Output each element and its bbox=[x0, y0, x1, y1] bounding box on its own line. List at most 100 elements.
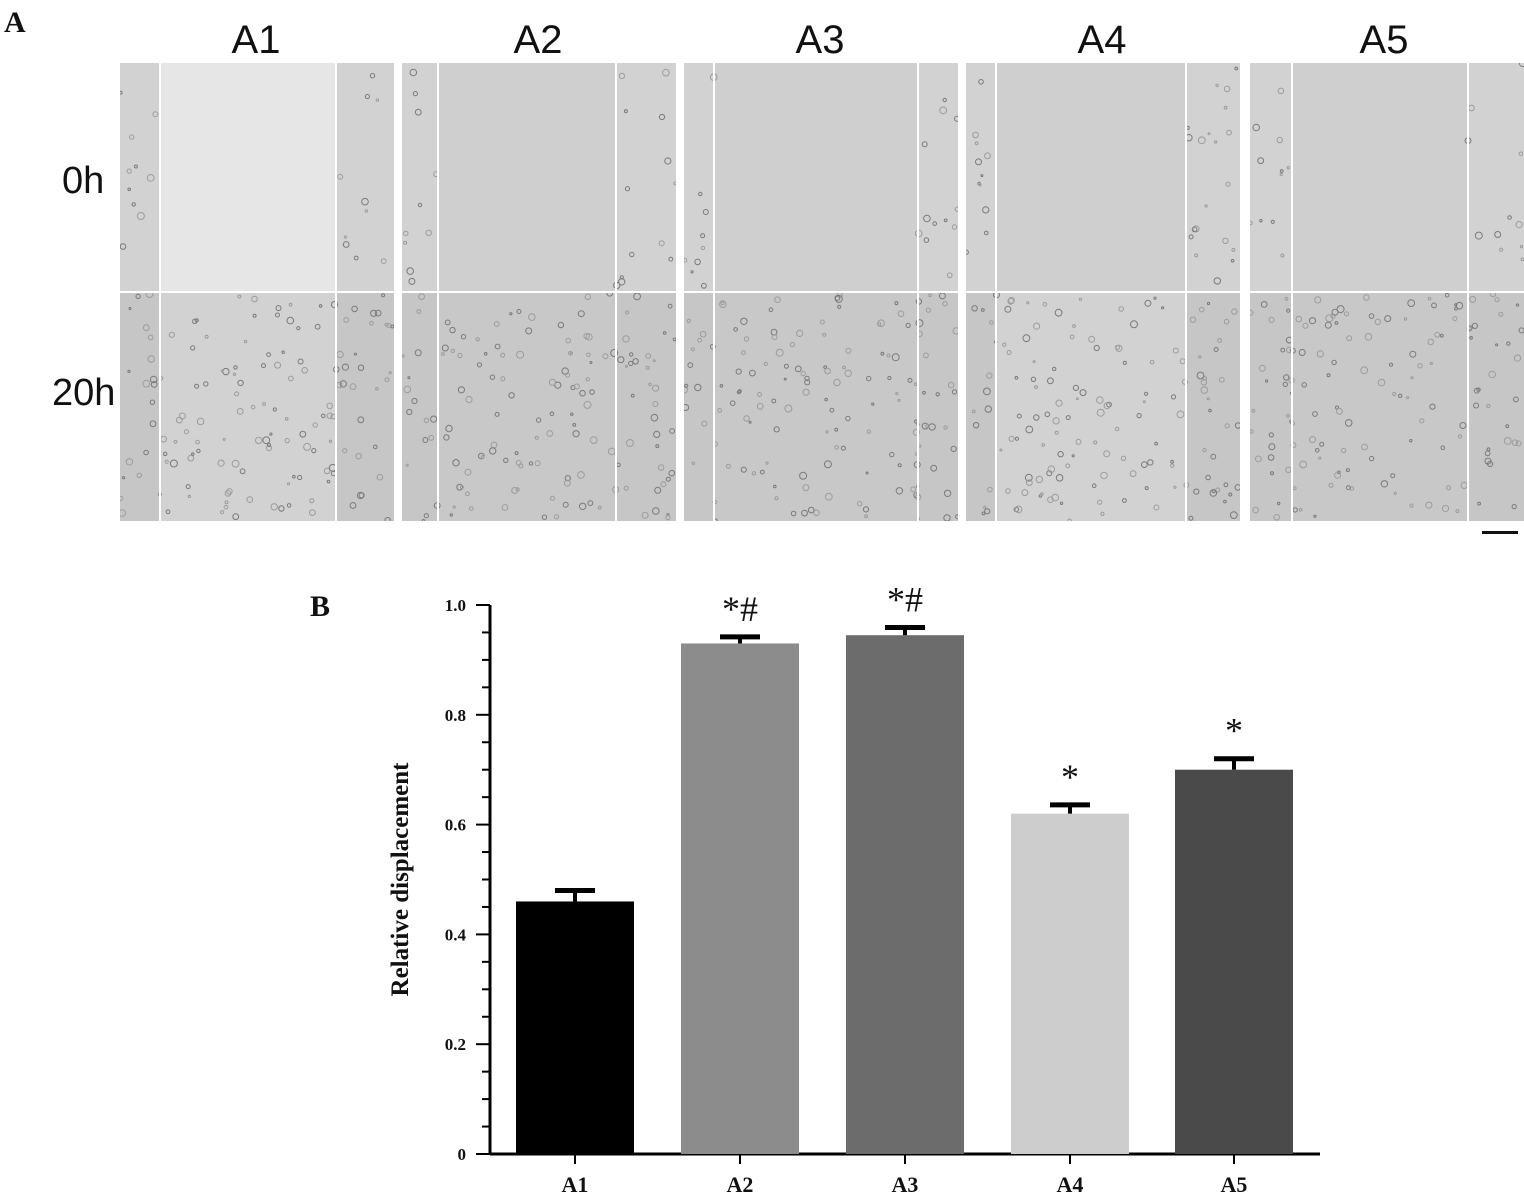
cell-speck bbox=[323, 467, 331, 475]
cell-speck bbox=[662, 331, 667, 335]
cell-speck bbox=[610, 349, 619, 357]
cell-speck bbox=[1002, 342, 1007, 347]
micrograph-a4-20h bbox=[966, 293, 1240, 521]
cell-speck bbox=[641, 511, 649, 519]
cell-speck bbox=[794, 365, 802, 373]
cell-speck bbox=[1234, 66, 1239, 71]
cell-texture bbox=[1250, 63, 1524, 262]
cell-speck bbox=[897, 463, 902, 468]
cell-speck bbox=[1488, 370, 1496, 379]
cell-speck bbox=[1473, 402, 1480, 409]
cell-speck bbox=[1115, 344, 1120, 350]
cell-speck bbox=[147, 355, 155, 363]
cell-speck bbox=[1427, 338, 1434, 346]
cell-speck bbox=[972, 422, 980, 429]
cell-speck bbox=[224, 500, 229, 505]
cell-speck bbox=[1205, 474, 1211, 481]
cell-speck bbox=[407, 376, 411, 380]
cell-speck bbox=[411, 397, 418, 405]
cell-speck bbox=[534, 435, 539, 440]
cell-speck bbox=[1427, 296, 1432, 301]
cell-speck bbox=[511, 487, 519, 494]
x-tick-label-a3: A3 bbox=[892, 1172, 919, 1197]
cell-speck bbox=[1129, 470, 1137, 478]
cell-speck bbox=[1047, 496, 1054, 503]
cell-speck bbox=[632, 358, 639, 365]
cell-speck bbox=[925, 423, 930, 429]
cell-speck bbox=[1513, 354, 1522, 362]
cell-speck bbox=[1210, 453, 1217, 460]
cell-speck bbox=[351, 305, 358, 313]
cell-speck bbox=[563, 479, 571, 487]
cell-speck bbox=[923, 237, 930, 243]
cell-speck bbox=[1341, 447, 1347, 454]
cell-speck bbox=[444, 319, 451, 326]
cell-speck bbox=[562, 501, 569, 508]
cell-speck bbox=[951, 224, 958, 230]
cell-speck bbox=[840, 445, 846, 451]
cell-speck bbox=[700, 233, 706, 239]
cell-speck bbox=[1324, 321, 1332, 329]
cell-speck bbox=[1284, 297, 1289, 301]
cell-speck bbox=[126, 168, 132, 174]
cell-speck bbox=[152, 111, 159, 118]
cell-speck bbox=[829, 407, 835, 413]
cell-speck bbox=[1252, 506, 1259, 514]
cell-speck bbox=[220, 510, 225, 515]
cell-speck bbox=[1041, 443, 1045, 447]
cell-speck bbox=[1345, 468, 1350, 473]
cell-speck bbox=[1515, 221, 1523, 229]
cell-speck bbox=[286, 503, 292, 508]
cell-speck bbox=[1204, 204, 1208, 208]
cell-speck bbox=[1251, 409, 1256, 413]
cell-speck bbox=[804, 375, 810, 382]
cell-speck bbox=[691, 461, 696, 466]
cell-speck bbox=[897, 310, 905, 318]
cell-speck bbox=[1144, 299, 1152, 307]
cell-speck bbox=[314, 323, 321, 330]
cell-speck bbox=[623, 485, 629, 491]
cell-speck bbox=[196, 417, 205, 426]
wound-gap bbox=[1292, 63, 1468, 291]
cell-speck bbox=[1055, 474, 1064, 482]
cell-speck bbox=[1026, 301, 1030, 305]
cell-speck bbox=[1114, 426, 1120, 432]
cell-speck bbox=[418, 293, 426, 300]
cell-speck bbox=[585, 333, 593, 341]
cell-speck bbox=[150, 381, 158, 388]
cell-speck bbox=[222, 437, 226, 441]
cell-speck bbox=[441, 352, 445, 356]
cell-speck bbox=[1228, 492, 1233, 497]
cell-speck bbox=[759, 469, 765, 475]
cell-speck bbox=[662, 68, 670, 77]
cell-speck bbox=[1257, 157, 1265, 165]
cell-speck bbox=[1093, 440, 1098, 445]
cell-speck bbox=[1455, 509, 1460, 514]
cell-speck bbox=[402, 354, 405, 358]
cell-speck bbox=[1507, 215, 1512, 220]
cell-speck bbox=[694, 258, 701, 266]
cell-speck bbox=[999, 448, 1003, 452]
wound-edge-line bbox=[917, 293, 919, 521]
cell-speck bbox=[422, 437, 429, 443]
cell-speck bbox=[629, 352, 634, 357]
cell-speck bbox=[1441, 504, 1450, 513]
cell-speck bbox=[1314, 296, 1322, 304]
cell-speck bbox=[204, 334, 209, 339]
cell-speck bbox=[624, 364, 628, 368]
wound-edge-line bbox=[437, 293, 439, 521]
cell-speck bbox=[1173, 485, 1177, 489]
significance-mark-a5: * bbox=[1225, 711, 1243, 751]
cell-speck bbox=[597, 505, 602, 510]
cell-speck bbox=[813, 509, 820, 517]
cell-speck bbox=[1141, 461, 1148, 469]
cell-speck bbox=[535, 417, 542, 423]
wound-edge-line bbox=[713, 293, 715, 521]
cell-speck bbox=[833, 378, 841, 387]
cell-speck bbox=[1439, 333, 1444, 338]
cell-speck bbox=[196, 448, 201, 454]
cell-speck bbox=[1079, 389, 1087, 397]
cell-speck bbox=[978, 79, 984, 85]
cell-speck bbox=[725, 463, 731, 469]
cell-speck bbox=[1196, 371, 1205, 380]
